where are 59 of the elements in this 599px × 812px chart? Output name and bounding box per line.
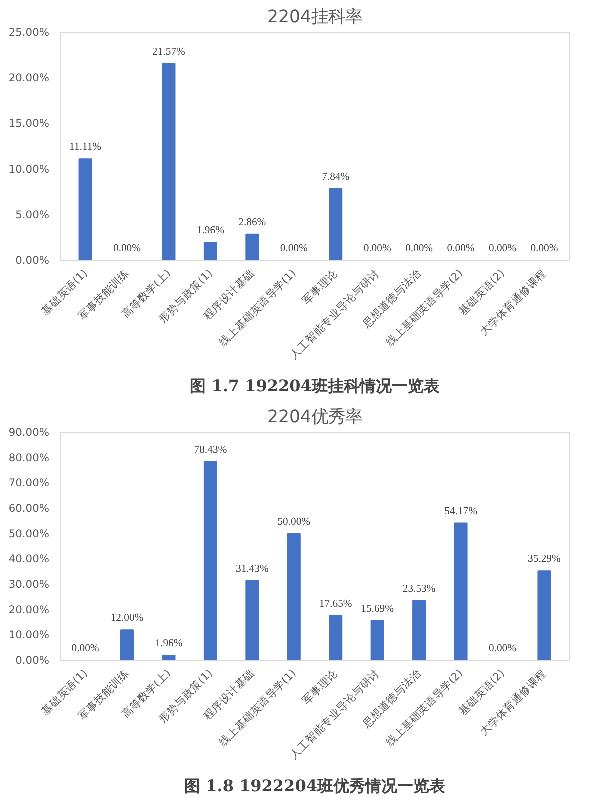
data-label: 0.00% (72, 644, 100, 654)
data-label: 21.57% (152, 46, 186, 58)
data-label: 0.00% (113, 244, 142, 254)
bar (370, 620, 384, 660)
y-tick-label: 60.00% (8, 502, 50, 515)
y-tick-label: 70.00% (8, 476, 50, 490)
data-label: 7.84% (322, 172, 350, 183)
bar (329, 615, 343, 660)
bar (454, 522, 468, 660)
data-label: 0.00% (488, 244, 517, 254)
caption: 图 1.7 192204班挂科情况一览表 (190, 376, 441, 396)
y-tick-label: 20.00% (8, 72, 50, 85)
y-tick-label: 90.00% (8, 426, 50, 439)
data-label: 31.43% (236, 564, 269, 575)
data-label: 0.00% (488, 644, 517, 654)
bar (162, 655, 176, 660)
y-tick-label: 30.00% (8, 578, 50, 591)
y-tick-label: 40.00% (8, 552, 50, 566)
data-label: 1.96% (196, 226, 225, 237)
y-tick-label: 0.00% (16, 254, 50, 267)
bar (204, 461, 218, 660)
bar (78, 158, 92, 260)
data-label: 1.96% (155, 638, 183, 650)
data-label: 50.00% (278, 516, 311, 528)
y-tick-label: 80.00% (8, 451, 50, 464)
data-label: 12.00% (110, 613, 144, 624)
data-label: 35.29% (528, 554, 562, 566)
chart-title: 2204优秀率 (267, 408, 363, 428)
data-label: 0.00% (280, 244, 308, 254)
y-tick-label: 25.00% (8, 26, 50, 39)
bar (120, 630, 134, 660)
data-label: 17.65% (319, 598, 352, 610)
data-label: 0.00% (364, 244, 392, 254)
bar (246, 234, 260, 260)
y-tick-label: 10.00% (8, 628, 50, 642)
data-label: 15.69% (361, 604, 394, 615)
y-tick-label: 15.00% (8, 117, 50, 130)
bar (287, 533, 301, 660)
data-label: 0.00% (406, 244, 434, 254)
bar (329, 188, 343, 260)
data-label: 2.86% (238, 217, 266, 228)
data-label: 0.00% (447, 244, 475, 254)
bar (204, 242, 218, 260)
bar (412, 600, 426, 660)
y-tick-label: 50.00% (8, 527, 50, 540)
data-label: 23.53% (402, 584, 436, 595)
bar (162, 63, 176, 260)
bar (538, 570, 552, 660)
data-label: 11.11% (70, 142, 102, 154)
caption: 图 1.8 1922204班优秀情况一览表 (184, 776, 446, 796)
data-label: 54.17% (444, 506, 478, 518)
bar (246, 580, 260, 660)
y-tick-label: 20.00% (8, 603, 50, 616)
y-tick-label: 5.00% (16, 208, 50, 222)
y-tick-label: 0.00% (16, 654, 50, 667)
data-label: 78.43% (194, 444, 228, 456)
y-tick-label: 10.00% (8, 162, 50, 176)
chart-title: 2204挂科率 (267, 8, 363, 28)
data-label: 0.00% (530, 244, 558, 254)
